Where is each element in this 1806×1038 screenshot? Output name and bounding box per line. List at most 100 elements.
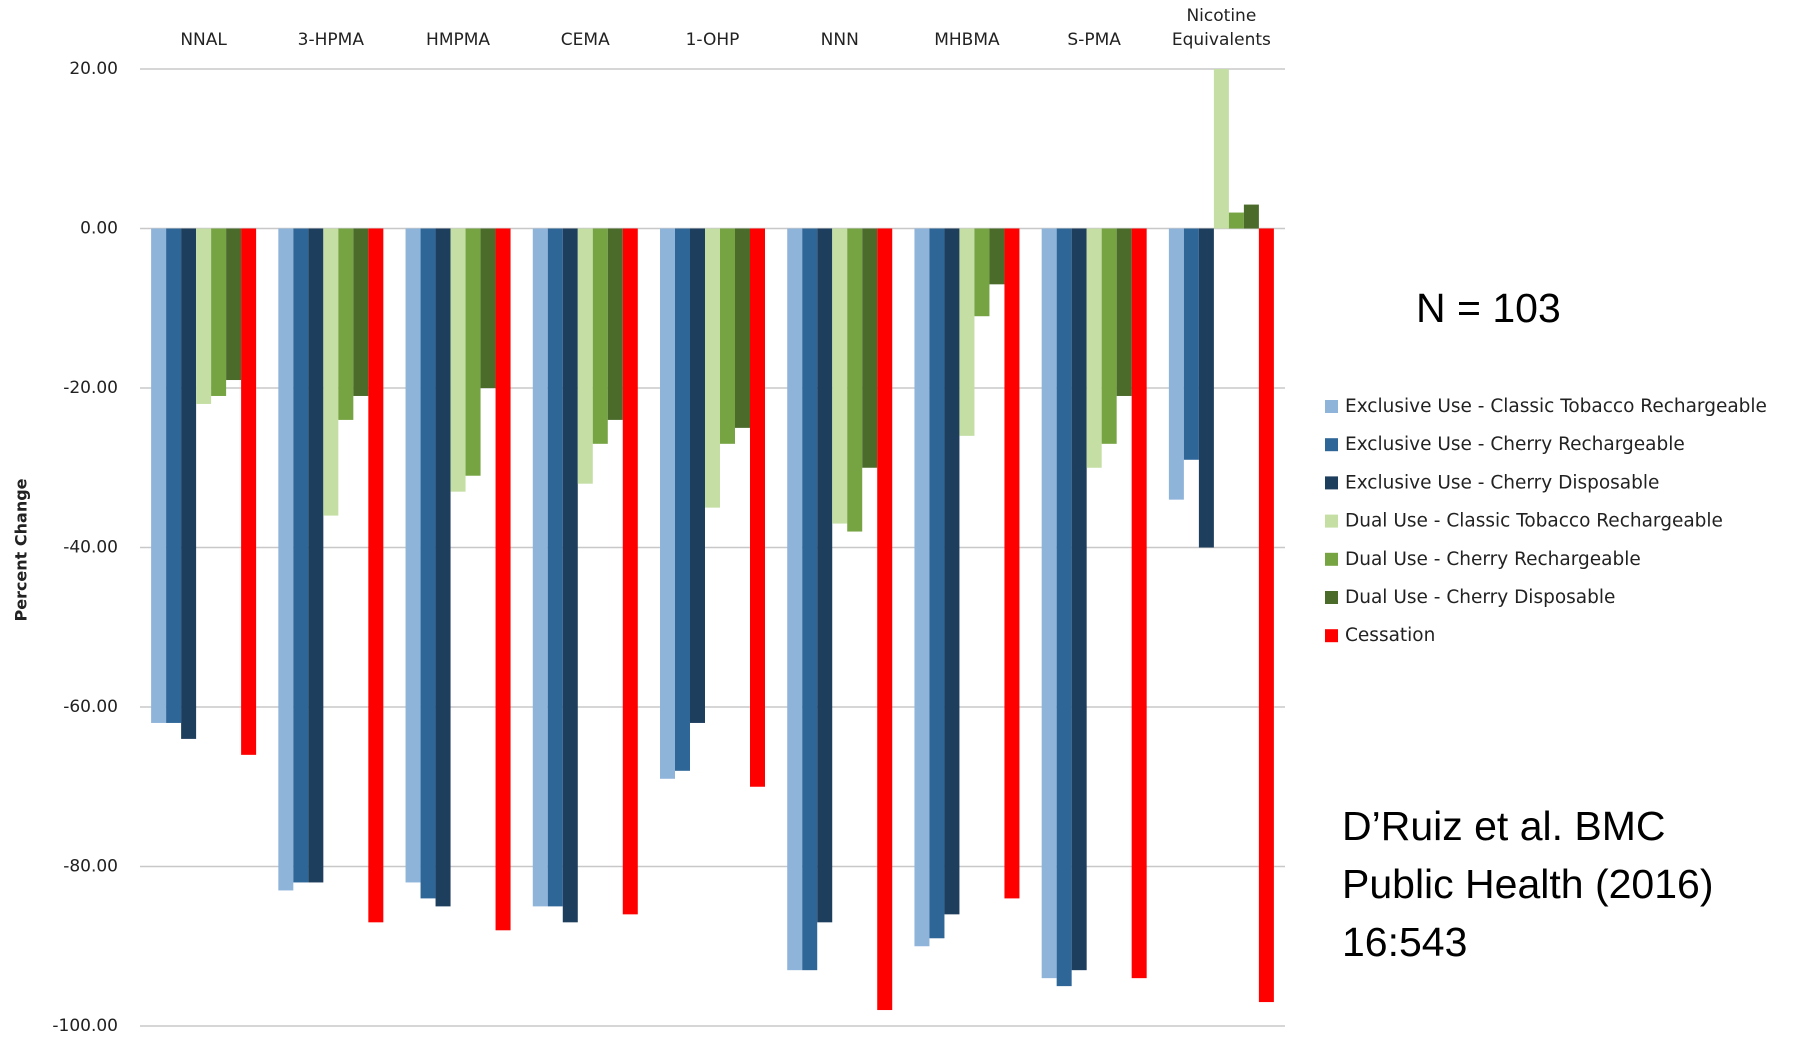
legend-swatch xyxy=(1325,438,1338,452)
legend-swatch xyxy=(1325,514,1338,528)
bar xyxy=(877,228,893,1011)
bar xyxy=(817,228,833,923)
bar xyxy=(750,228,765,787)
bar xyxy=(690,228,705,723)
bar xyxy=(1213,69,1229,229)
legend-label: Dual Use - Cherry Disposable xyxy=(1345,587,1615,608)
bar xyxy=(1258,228,1274,1003)
y-tick-label: -20.00 xyxy=(63,378,118,398)
category-label: 3-HPMA xyxy=(297,30,364,50)
bar xyxy=(1056,228,1072,987)
category-label: NNN xyxy=(820,30,859,50)
bar xyxy=(405,228,421,883)
bar xyxy=(1131,228,1147,979)
bar xyxy=(914,228,930,947)
bar xyxy=(1183,228,1199,460)
bar xyxy=(1228,212,1244,229)
category-label: Nicotine Equivalents xyxy=(1171,6,1271,50)
bar xyxy=(181,228,197,739)
bar xyxy=(705,228,720,508)
bar xyxy=(435,228,451,907)
category-label: CEMA xyxy=(560,30,610,50)
annotation: N = 103 xyxy=(1416,285,1561,331)
legend-label: Exclusive Use - Classic Tobacco Recharge… xyxy=(1345,396,1767,417)
bar xyxy=(675,228,690,771)
bar xyxy=(1004,228,1020,899)
citation-line: D’Ruiz et al. BMC xyxy=(1342,803,1666,849)
bar xyxy=(929,228,945,939)
bar xyxy=(862,228,878,468)
bar xyxy=(832,228,848,524)
category-label: HMPMA xyxy=(426,30,491,50)
legend-swatch xyxy=(1325,552,1338,566)
category-label: MHBMA xyxy=(934,30,1000,50)
bar xyxy=(480,228,496,388)
category-label: NNAL xyxy=(180,30,227,50)
bar xyxy=(278,228,294,891)
bar xyxy=(735,228,750,428)
bar xyxy=(211,228,227,396)
y-tick-label: 20.00 xyxy=(69,59,118,79)
bar xyxy=(226,228,242,381)
bar xyxy=(308,228,324,883)
bar xyxy=(802,228,818,971)
bar xyxy=(944,228,960,915)
bar xyxy=(622,228,638,915)
legend-label: Exclusive Use - Cherry Disposable xyxy=(1345,472,1659,493)
bar xyxy=(532,228,548,907)
bar xyxy=(338,228,354,420)
citation-line: Public Health (2016) xyxy=(1342,861,1714,907)
category-label: S-PMA xyxy=(1067,30,1121,50)
bar xyxy=(787,228,803,971)
bar xyxy=(1243,204,1259,229)
bar xyxy=(166,228,182,723)
legend-label: Dual Use - Classic Tobacco Rechargeable xyxy=(1345,511,1723,532)
bar xyxy=(847,228,863,532)
bar xyxy=(1168,228,1184,500)
category-label: 1-OHP xyxy=(685,30,740,50)
bar xyxy=(592,228,608,444)
bar xyxy=(151,228,167,723)
bar xyxy=(720,228,735,444)
legend-label: Dual Use - Cherry Rechargeable xyxy=(1345,549,1641,570)
citation-line: 16:543 xyxy=(1342,919,1468,965)
legend-label: Cessation xyxy=(1345,625,1435,646)
bar xyxy=(196,228,212,404)
bar xyxy=(495,228,511,931)
bar xyxy=(577,228,593,484)
bar xyxy=(1101,228,1117,444)
y-tick-label: -60.00 xyxy=(63,697,118,717)
bar xyxy=(1198,228,1214,548)
bar xyxy=(607,228,623,420)
bar xyxy=(547,228,563,907)
y-axis-label: Percent Change xyxy=(12,478,31,621)
y-tick-label: 0.00 xyxy=(80,219,118,239)
legend-swatch xyxy=(1325,400,1338,413)
legend-swatch xyxy=(1325,476,1338,490)
bar xyxy=(450,228,466,492)
bar xyxy=(959,228,975,436)
y-tick-label: -100.00 xyxy=(52,1016,118,1036)
bar xyxy=(1116,228,1132,396)
bar xyxy=(562,228,578,923)
bar xyxy=(293,228,309,883)
bar xyxy=(1071,228,1087,971)
bar xyxy=(323,228,339,516)
y-tick-label: -80.00 xyxy=(63,857,118,877)
bar xyxy=(660,228,675,779)
bar xyxy=(989,228,1005,285)
bar xyxy=(420,228,436,899)
legend-swatch xyxy=(1325,591,1338,604)
bar xyxy=(1086,228,1102,468)
legend-label: Exclusive Use - Cherry Rechargeable xyxy=(1345,434,1685,455)
y-tick-label: -40.00 xyxy=(63,538,118,558)
bar xyxy=(1041,228,1057,979)
bar xyxy=(241,228,257,755)
legend-swatch xyxy=(1325,629,1338,643)
bar xyxy=(974,228,990,317)
bar xyxy=(368,228,384,923)
bar xyxy=(465,228,481,476)
bar xyxy=(353,228,369,396)
